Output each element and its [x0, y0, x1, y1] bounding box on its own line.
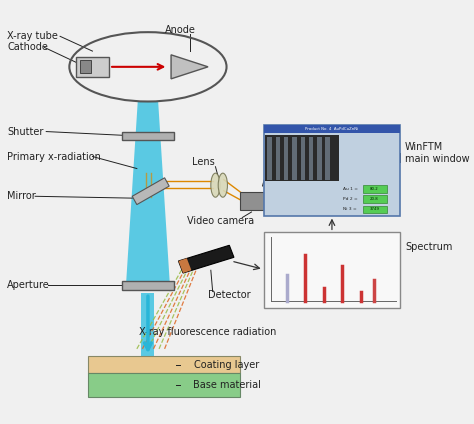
Text: X-ray tube: X-ray tube: [8, 31, 58, 41]
Ellipse shape: [211, 173, 220, 197]
Text: Shutter: Shutter: [8, 126, 44, 137]
Bar: [364, 185, 386, 192]
Bar: [284, 137, 289, 180]
Bar: [265, 135, 339, 181]
Text: Spectrum: Spectrum: [405, 242, 452, 252]
Text: Cathode: Cathode: [8, 42, 48, 53]
Bar: [80, 60, 91, 73]
Polygon shape: [126, 101, 170, 289]
Text: 3749: 3749: [369, 207, 380, 211]
Bar: [309, 137, 313, 180]
Text: Base material: Base material: [192, 380, 261, 390]
Bar: [88, 373, 240, 397]
Text: Video camera: Video camera: [186, 216, 254, 226]
Bar: [364, 195, 386, 203]
Text: Coating layer: Coating layer: [194, 360, 259, 370]
FancyBboxPatch shape: [240, 192, 268, 210]
Bar: [122, 131, 174, 140]
Bar: [317, 137, 322, 180]
FancyBboxPatch shape: [76, 57, 109, 77]
Polygon shape: [132, 178, 169, 205]
Polygon shape: [178, 258, 191, 273]
Ellipse shape: [218, 173, 228, 197]
Text: Primary x-radiation: Primary x-radiation: [8, 151, 101, 162]
FancyBboxPatch shape: [264, 232, 401, 308]
Polygon shape: [141, 293, 155, 356]
Text: Aperture: Aperture: [8, 280, 50, 290]
Text: X-ray fluorescence radiation: X-ray fluorescence radiation: [139, 327, 277, 337]
FancyBboxPatch shape: [264, 125, 401, 216]
Bar: [122, 282, 174, 290]
Bar: [326, 137, 330, 180]
Text: Pd 2 =: Pd 2 =: [343, 197, 358, 201]
Bar: [267, 137, 272, 180]
Polygon shape: [178, 245, 234, 273]
Text: 80.2: 80.2: [370, 187, 379, 191]
Text: Detector: Detector: [208, 290, 251, 300]
Text: Anode: Anode: [165, 25, 196, 35]
Text: Lens: Lens: [192, 157, 215, 167]
Text: Au 1 =: Au 1 =: [343, 187, 358, 191]
Text: Mirror: Mirror: [8, 191, 36, 201]
Polygon shape: [171, 55, 208, 79]
Bar: [275, 137, 280, 180]
Bar: [301, 137, 305, 180]
Bar: [292, 137, 297, 180]
Text: WinFTM
main window: WinFTM main window: [405, 142, 470, 164]
Text: 20.8: 20.8: [370, 197, 379, 201]
Text: Ni 3 =: Ni 3 =: [343, 207, 356, 211]
Bar: [364, 206, 386, 213]
Text: Product No. 4  AuPdCuZnNi: Product No. 4 AuPdCuZnNi: [305, 127, 358, 131]
Bar: [264, 125, 401, 134]
Bar: [88, 356, 240, 373]
